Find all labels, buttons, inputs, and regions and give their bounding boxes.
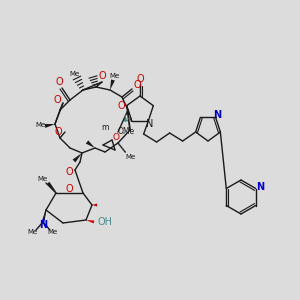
Text: Me: Me [27, 229, 37, 235]
Text: O: O [55, 77, 63, 87]
Text: O: O [53, 95, 61, 105]
Text: O: O [118, 101, 125, 111]
Text: Me: Me [110, 73, 120, 79]
Text: N: N [146, 119, 153, 129]
Text: O: O [66, 184, 73, 194]
Text: O: O [133, 80, 141, 90]
Text: O: O [54, 127, 62, 137]
Text: N: N [256, 182, 264, 193]
Text: OH: OH [98, 217, 113, 227]
Polygon shape [45, 124, 55, 128]
Text: Me: Me [35, 122, 45, 128]
Text: N: N [39, 220, 47, 230]
Polygon shape [124, 118, 132, 122]
Polygon shape [110, 80, 115, 90]
Polygon shape [41, 210, 46, 222]
Polygon shape [86, 220, 94, 224]
Text: Me: Me [125, 154, 135, 160]
Text: OMe: OMe [118, 128, 135, 136]
Text: O: O [98, 71, 106, 81]
Text: O: O [65, 167, 73, 177]
Text: Me: Me [37, 176, 47, 182]
Text: O: O [112, 133, 119, 142]
Polygon shape [92, 203, 97, 206]
Text: Me: Me [47, 229, 57, 235]
Text: O: O [136, 74, 144, 84]
Text: Me: Me [70, 71, 80, 77]
Polygon shape [73, 153, 82, 162]
Polygon shape [86, 140, 95, 148]
Text: m: m [101, 124, 109, 133]
Text: N: N [214, 110, 222, 121]
Text: H: H [123, 116, 129, 124]
Polygon shape [47, 182, 57, 193]
